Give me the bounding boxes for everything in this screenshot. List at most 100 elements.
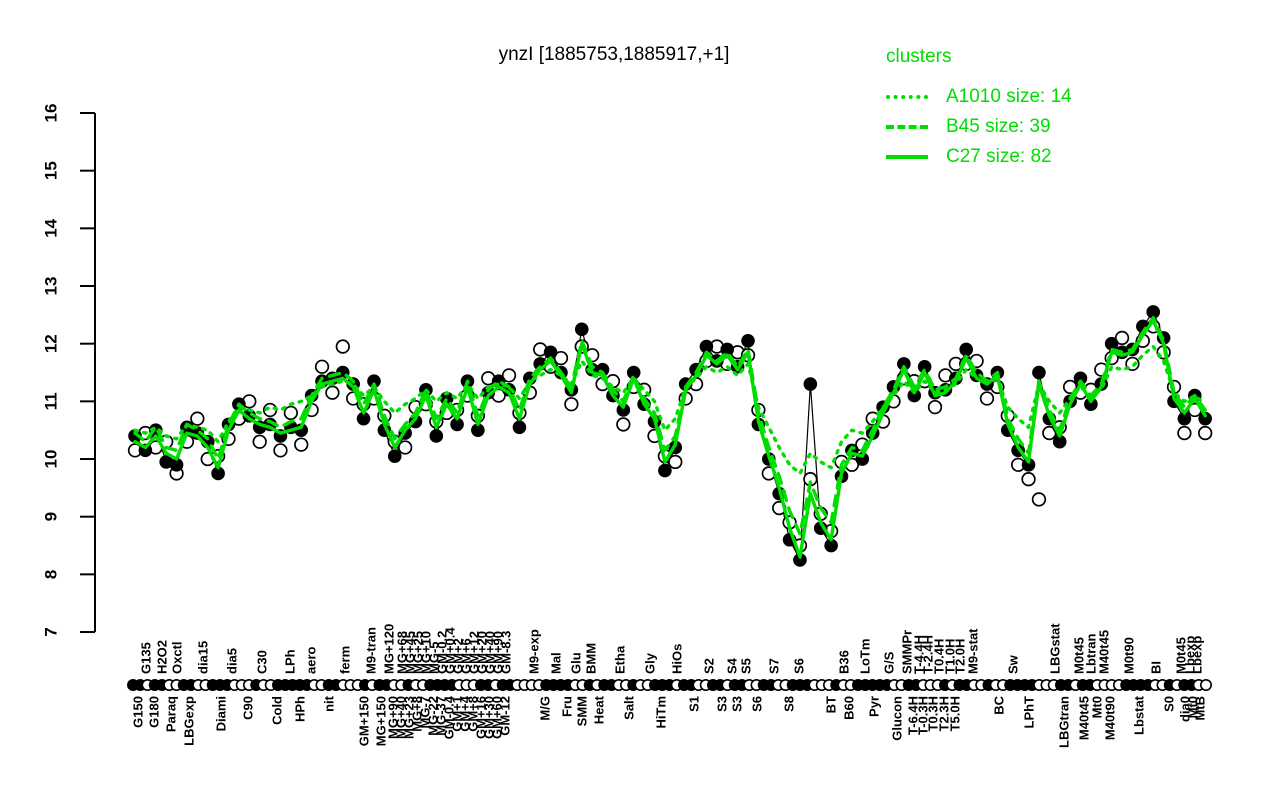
x-label-bottom: GM-0.4	[441, 695, 456, 739]
open-point	[397, 440, 413, 455]
x-label-top: LBGstat	[1047, 623, 1062, 674]
x-label-bottom: Mt0	[1089, 696, 1104, 718]
open-point	[564, 397, 579, 412]
x-label-top: GM+6	[458, 638, 473, 674]
x-label-top: M40t45	[1096, 630, 1111, 674]
x-label-top: MG+120	[381, 624, 396, 674]
x-label-top: Sw	[1005, 654, 1020, 674]
y-tick-label: 11	[41, 392, 60, 410]
legend-item-b45: B45 size: 39	[886, 112, 1072, 142]
x-label-top: G/S	[881, 651, 896, 674]
x-label-bottom: GM+150	[356, 696, 371, 746]
x-label-bottom: LPhT	[1021, 696, 1036, 729]
x-label-bottom: M40t90	[1102, 696, 1117, 740]
x-label-bottom: GM-12	[497, 696, 512, 736]
x-label-bottom: Paraq	[163, 696, 178, 732]
x-label-top: Lbexp	[1182, 636, 1197, 674]
open-point	[190, 411, 205, 426]
x-label-top: MG+10	[418, 631, 433, 674]
x-label-bottom: MG-37	[433, 696, 448, 736]
open-point	[314, 359, 330, 374]
x-label-top: H2O2	[154, 640, 169, 674]
filled-point	[1032, 365, 1046, 380]
y-tick-label: 9	[41, 512, 60, 521]
open-point	[616, 417, 631, 432]
x-label-top: S4	[724, 657, 739, 674]
open-point	[1198, 425, 1213, 441]
x-label-bottom: T5.0H	[947, 696, 962, 731]
x-label-top: T1.0H	[942, 639, 957, 674]
x-label-bottom: BC	[991, 695, 1006, 714]
legend-label-c27: C27 size: 82	[946, 146, 1052, 167]
x-label-bottom: MG+8	[409, 696, 424, 732]
x-label-top: S2	[701, 658, 716, 674]
y-tick-label: 14	[41, 218, 60, 237]
x-label-bottom: Cold	[269, 696, 284, 725]
x-label-top: G135	[138, 642, 153, 674]
x-label-top: GM+0.4	[442, 627, 457, 674]
y-tick-label: 8	[41, 570, 60, 579]
open-point	[325, 385, 340, 400]
x-label-bottom: GM+1	[449, 696, 464, 732]
x-label-bottom: GM+16	[473, 696, 488, 739]
x-label-top: T2.0H	[952, 639, 967, 674]
filled-point	[512, 420, 527, 435]
open-point	[501, 368, 517, 383]
dashed-line-icon	[886, 125, 928, 129]
x-label-top: ferm	[337, 646, 352, 674]
cluster-line-b45	[133, 316, 1207, 536]
filled-point	[429, 429, 444, 443]
x-label-top: aero	[303, 646, 318, 674]
y-tick-label: 15	[41, 161, 60, 180]
x-label-bottom: Pyr	[866, 696, 881, 717]
open-point	[273, 443, 288, 458]
x-label-top: GM+12	[466, 631, 481, 674]
x-label-bottom: Glucon	[889, 696, 904, 741]
x-label-top: M9-stat	[965, 628, 980, 674]
x-label-bottom: nit	[321, 695, 336, 712]
x-label-top: T-4.4H	[911, 635, 926, 674]
legend-label-a1010: A1010 size: 14	[946, 86, 1072, 107]
filled-point	[959, 342, 974, 357]
x-label-top: MG-5	[426, 642, 441, 675]
open-point	[927, 399, 943, 415]
x-label-bottom: GM+60	[489, 696, 504, 739]
x-label-top: HiOs	[669, 644, 684, 674]
x-label-top: GM-0.2	[434, 631, 449, 674]
filled-point	[741, 333, 755, 348]
x-label-bottom: M/G	[537, 696, 552, 721]
x-label-top: MG+45	[402, 631, 417, 674]
x-label-bottom: G150	[130, 696, 145, 728]
x-axis-labels: G135 H2O2 Oxctl dia15 dia5 C30 LPh aero ferm M9-t…	[130, 623, 1207, 748]
x-label-top: M9-tran	[363, 627, 378, 674]
x-label-bottom: LBGtran	[1056, 696, 1071, 748]
dotted-line-icon	[886, 95, 928, 99]
filled-point	[1198, 411, 1212, 426]
x-label-bottom: S0	[1161, 696, 1176, 712]
x-label-top: LPh	[282, 649, 297, 674]
x-label-bottom: MG+150	[373, 696, 388, 746]
filled-point	[387, 449, 402, 463]
open-point	[294, 437, 309, 452]
x-label-bottom: Fru	[559, 696, 574, 717]
open-point	[283, 405, 299, 421]
x-label-bottom: C90	[240, 696, 255, 720]
x-label-top: M0t90	[1121, 637, 1136, 674]
x-label-top: M0t45	[1071, 637, 1086, 674]
x-label-bottom: G180	[146, 696, 161, 728]
filled-point	[803, 377, 818, 391]
open-point	[252, 434, 267, 449]
x-label-bottom: T-0.3H	[915, 696, 930, 735]
x-label-top: S5	[738, 658, 753, 674]
x-label-top: Lbtran	[1083, 634, 1098, 675]
legend-label-b45: B45 size: 39	[946, 116, 1051, 137]
open-point	[1031, 492, 1047, 507]
x-label-top: MG+25	[410, 631, 425, 674]
x-label-top: BI	[1148, 661, 1163, 674]
x-label-top: Gly	[642, 652, 657, 674]
chart-title: ynzI [1885753,1885917,+1]	[498, 44, 730, 65]
x-label-bottom: GM+8	[465, 696, 480, 732]
x-label-top: Oxctl	[169, 641, 184, 674]
